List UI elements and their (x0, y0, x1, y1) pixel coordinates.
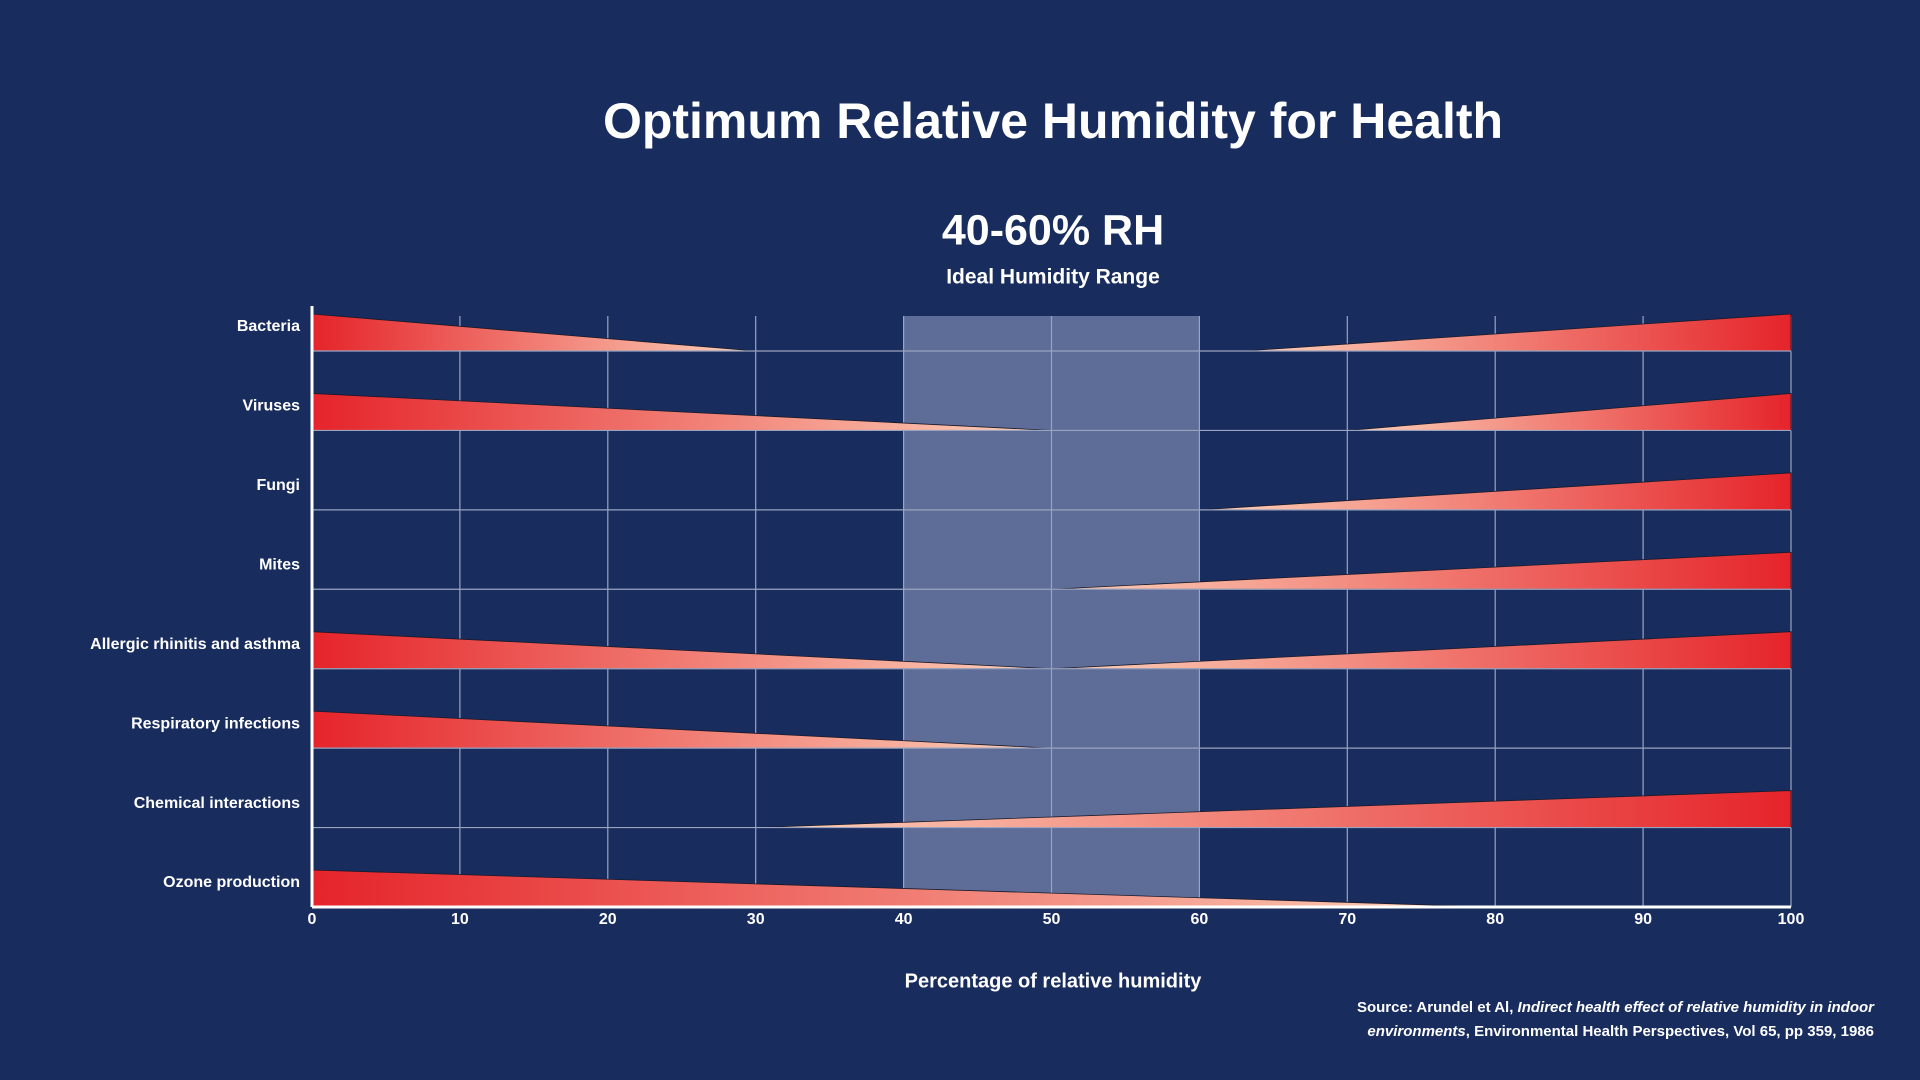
x-axis-label: Percentage of relative humidity (905, 970, 1203, 992)
source-prefix: Source: Arundel et Al, (1356, 999, 1518, 1016)
x-tick-label: 0 (308, 911, 317, 928)
category-label: Bacteria (237, 318, 300, 335)
category-label: Ozone production (163, 874, 300, 891)
source-suffix: , Environmental Health Perspectives, Vol… (1465, 1023, 1874, 1040)
risk-wedge-decreasing (311, 313, 756, 352)
source-note: Source: Arundel et Al, Indirect health e… (1314, 996, 1874, 1044)
x-tick-label: 20 (599, 911, 617, 928)
risk-wedge-increasing (1347, 392, 1792, 431)
x-tick-label: 60 (1191, 911, 1209, 928)
source-title: Indirect health effect of relative humid… (1367, 999, 1874, 1040)
category-label: Viruses (242, 398, 300, 415)
x-tick-label: 80 (1486, 911, 1504, 928)
category-label: Allergic rhinitis and asthma (90, 636, 300, 653)
subtitle-caption: Ideal Humidity Range (946, 266, 1160, 289)
x-tick-label: 40 (895, 911, 913, 928)
x-tick-label: 70 (1338, 911, 1356, 928)
x-tick-label: 50 (1043, 911, 1061, 928)
x-tick-label: 30 (747, 911, 765, 928)
x-tick-label: 10 (451, 911, 469, 928)
x-tick-label: 90 (1634, 911, 1652, 928)
category-label: Respiratory infections (131, 715, 300, 732)
risk-wedge-increasing (1243, 313, 1792, 352)
category-label: Mites (259, 557, 300, 574)
x-tick-label: 100 (1778, 911, 1805, 928)
category-label: Fungi (256, 477, 300, 494)
chart-title: Optimum Relative Humidity for Health (603, 93, 1503, 149)
category-label: Chemical interactions (134, 795, 300, 812)
chart-subtitle: 40-60% RH (942, 206, 1164, 254)
